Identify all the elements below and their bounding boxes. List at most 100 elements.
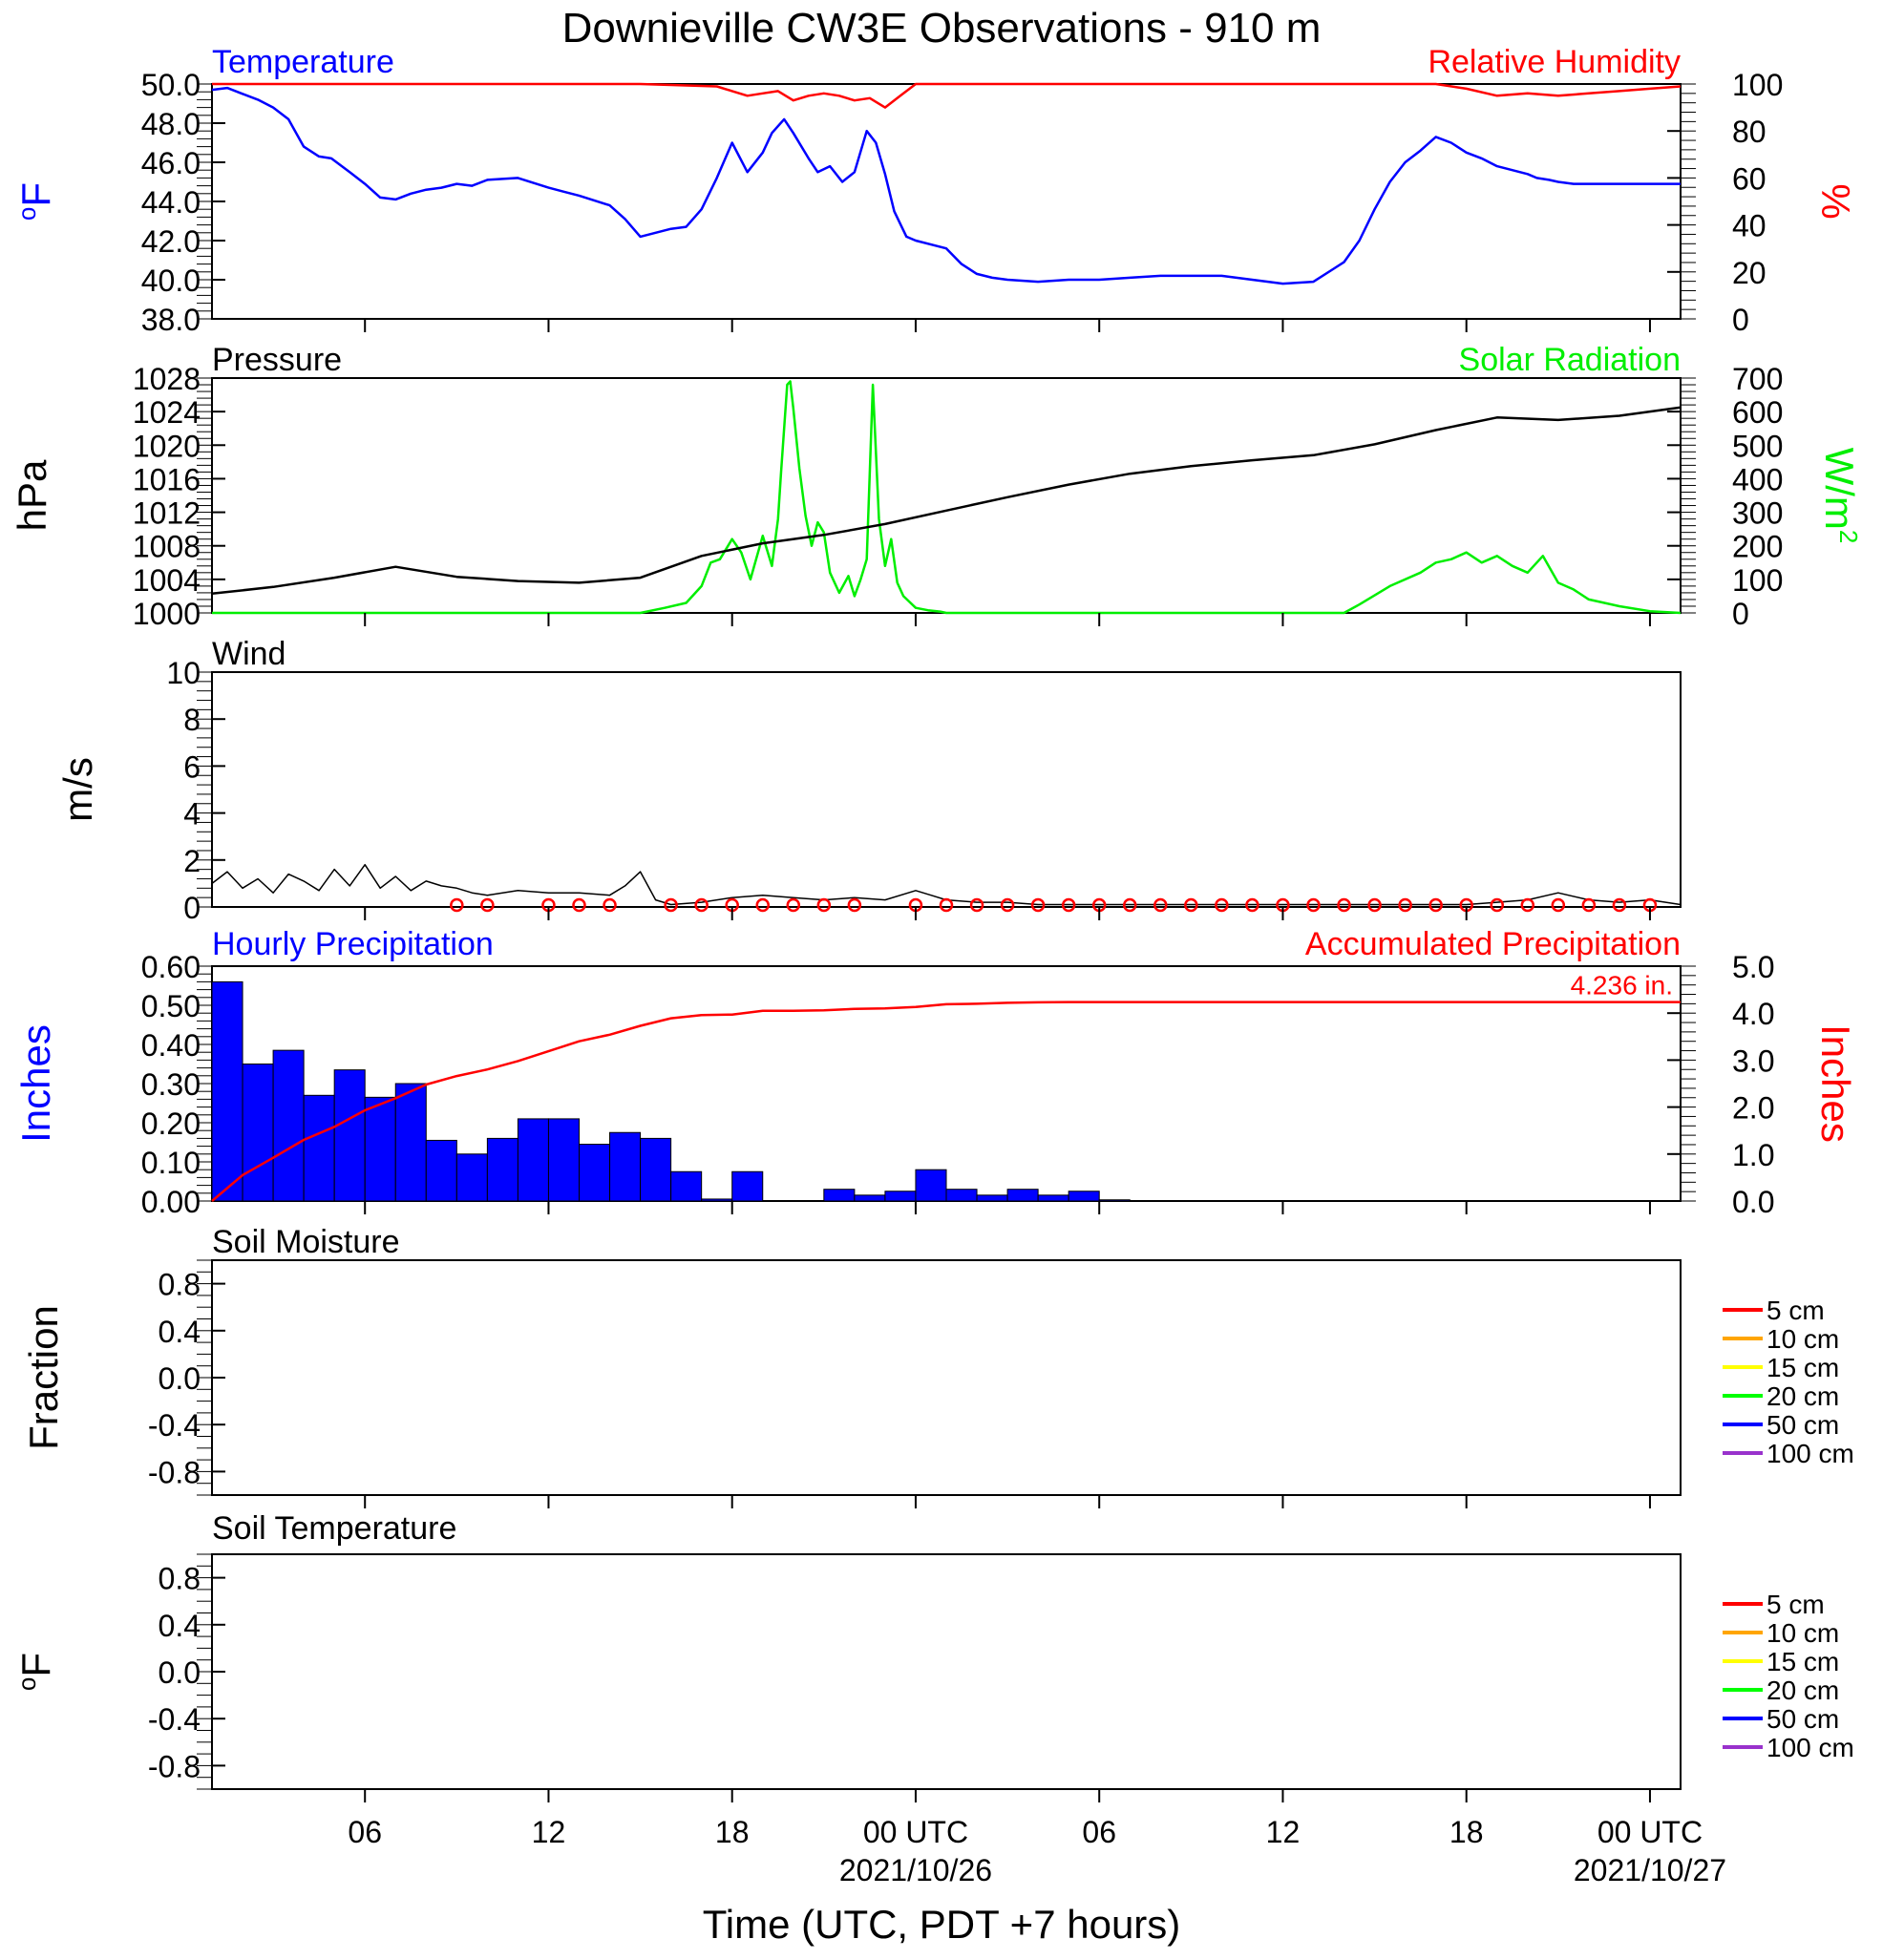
legend-label: 50 cm xyxy=(1767,1704,1839,1734)
y-tick-right-label-pres: 0 xyxy=(1732,597,1749,631)
y-tick-label-pres: 1016 xyxy=(133,462,201,496)
y-tick-label-soil_moisture: -0.4 xyxy=(148,1408,201,1443)
y-tick-label-temp: 38.0 xyxy=(141,303,201,337)
precip-bar xyxy=(823,1189,856,1202)
soil-moisture-panel-frame xyxy=(211,1259,1682,1496)
y-tick-label-temp: 42.0 xyxy=(141,224,201,259)
wind-calm-marker xyxy=(755,897,770,913)
x-tick-label: 06 xyxy=(348,1815,382,1849)
hourly-precip-axis-label: Inches xyxy=(13,1024,58,1143)
wind-calm-marker xyxy=(969,897,984,913)
y-tick-label-precip: 0.00 xyxy=(141,1185,201,1219)
y-tick-label-pres: 1028 xyxy=(133,362,201,396)
y-tick-label-soil_temp: 0.8 xyxy=(159,1562,201,1596)
legend-label: 5 cm xyxy=(1767,1296,1825,1325)
wind-calm-marker xyxy=(939,897,954,913)
y-tick-right-label-temp: 0 xyxy=(1732,303,1749,337)
y-tick-label-precip: 0.20 xyxy=(141,1106,201,1141)
precip-bar xyxy=(486,1137,518,1202)
y-tick-label-pres: 1008 xyxy=(133,530,201,564)
wind-calm-marker xyxy=(1030,897,1046,913)
precip-bar xyxy=(1068,1191,1100,1202)
wind-calm-marker xyxy=(694,897,709,913)
temperature-panel-frame xyxy=(211,83,1682,320)
wind-calm-marker xyxy=(1123,897,1137,913)
wind-calm-marker xyxy=(1551,897,1566,913)
wind-calm-marker xyxy=(1061,897,1076,913)
pressure-line xyxy=(211,406,1682,596)
y-tick-label-precip: 0.40 xyxy=(141,1028,201,1063)
wind-calm-marker xyxy=(1153,897,1168,913)
y-tick-label-soil_temp: -0.8 xyxy=(148,1749,201,1783)
soil-moisture-title: Soil Moisture xyxy=(212,1224,400,1260)
y-tick-label-pres: 1012 xyxy=(133,496,201,531)
legend-label: 100 cm xyxy=(1767,1439,1854,1468)
accum-precip-line xyxy=(211,1001,1681,1202)
precip-bar xyxy=(579,1144,611,1202)
soil-moisture-axis-label: Fraction xyxy=(21,1305,66,1450)
wind-calm-marker xyxy=(786,897,801,913)
y-tick-label-wind: 6 xyxy=(183,749,201,784)
precip-bar xyxy=(547,1118,580,1202)
precip-bar xyxy=(1037,1194,1069,1202)
y-tick-label-pres: 1004 xyxy=(133,563,201,598)
soil-temperature-panel: Soil Temperature oF 0.8 0.4 0.0 -0.4 -0.8 5 … xyxy=(12,1510,1854,1790)
y-tick-right-label-temp: 20 xyxy=(1732,256,1767,290)
y-tick-label-soil_moisture: -0.8 xyxy=(148,1455,201,1489)
y-tick-right-label-temp: 60 xyxy=(1732,161,1767,196)
wind-calm-marker xyxy=(664,897,678,913)
pressure-title: Pressure xyxy=(212,342,342,378)
temperature-humidity-panel: Temperature Relative Humidity oF % 50.0 4… xyxy=(12,44,1858,337)
accum-precip-axis-label: Inches xyxy=(1813,1024,1858,1143)
wind-calm-marker xyxy=(1612,897,1627,913)
wind-calm-marker xyxy=(480,897,495,913)
wind-calm-marker xyxy=(603,897,617,913)
precip-bar xyxy=(854,1194,886,1202)
x-tick-label: 12 xyxy=(1266,1815,1301,1849)
wind-calm-marker xyxy=(1367,897,1382,913)
precip-bar xyxy=(303,1094,335,1202)
legend-label: 10 cm xyxy=(1767,1324,1839,1354)
precip-bar xyxy=(211,980,243,1202)
legend-label: 20 cm xyxy=(1767,1675,1839,1705)
y-tick-label-temp: 44.0 xyxy=(141,185,201,220)
y-tick-label-precip: 0.50 xyxy=(141,989,201,1023)
y-tick-label-wind: 2 xyxy=(183,844,201,878)
legend-label: 15 cm xyxy=(1767,1353,1839,1382)
x-tick-label: 00 UTC xyxy=(863,1815,968,1849)
wind-calm-marker xyxy=(1398,897,1412,913)
y-tick-label-temp: 40.0 xyxy=(141,263,201,298)
wind-panel: Wind m/s 10 8 6 4 2 0 xyxy=(55,636,1682,925)
wind-calm-marker xyxy=(1306,897,1321,913)
precip-bar xyxy=(701,1198,733,1202)
chart-title: Downieville CW3E Observations - 910 m xyxy=(562,5,1322,52)
y-tick-label-pres: 1000 xyxy=(133,597,201,631)
solar-radiation-line xyxy=(212,380,1682,615)
temperature-axis-label: oF xyxy=(12,182,58,221)
solar-radiation-axis-label: W/m2 xyxy=(1817,448,1863,544)
precip-bar xyxy=(394,1083,427,1202)
wind-panel-frame xyxy=(211,671,1682,908)
precip-bar xyxy=(517,1118,549,1202)
wind-calm-marker xyxy=(1520,897,1535,913)
accum-precip-title: Accumulated Precipitation xyxy=(1305,926,1681,962)
accum-precip-total: 4.236 in. xyxy=(1571,971,1673,1001)
y-tick-right-label-precip: 5.0 xyxy=(1732,950,1774,984)
legend-label: 100 cm xyxy=(1767,1733,1854,1762)
x-tick-date-label: 2021/10/26 xyxy=(839,1853,992,1887)
y-tick-label-precip: 0.60 xyxy=(141,950,201,984)
legend-label: 5 cm xyxy=(1767,1590,1825,1619)
wind-title: Wind xyxy=(212,636,286,672)
precip-bar xyxy=(915,1169,947,1202)
x-tick-label: 06 xyxy=(1082,1815,1116,1849)
humidity-axis-label: % xyxy=(1813,183,1858,219)
precip-bar xyxy=(945,1189,978,1202)
y-tick-right-label-pres: 200 xyxy=(1732,530,1783,564)
soil-temperature-title: Soil Temperature xyxy=(212,1510,456,1547)
y-tick-right-label-precip: 3.0 xyxy=(1732,1043,1774,1078)
wind-calm-marker xyxy=(1581,897,1597,913)
pressure-axis-label: hPa xyxy=(10,459,54,531)
x-tick-date-label: 2021/10/27 xyxy=(1574,1853,1726,1887)
wind-calm-marker xyxy=(847,897,862,913)
wind-axis-label: m/s xyxy=(55,757,100,822)
